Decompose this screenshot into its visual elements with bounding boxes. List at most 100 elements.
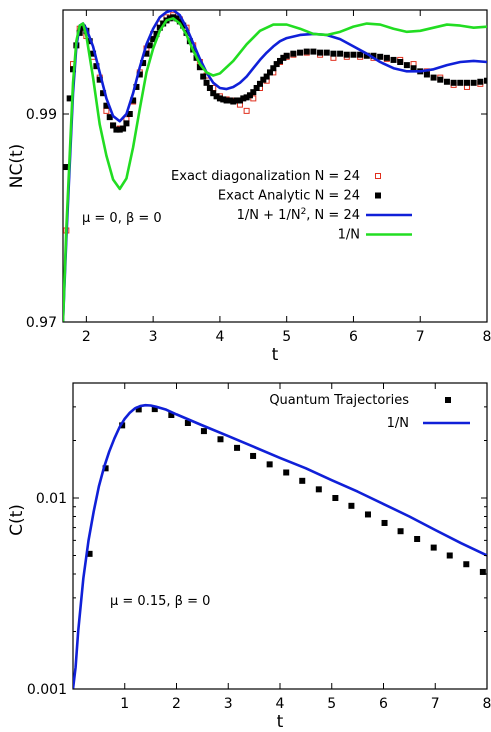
data-point-filled xyxy=(381,519,388,526)
y-tick-label: 0.99 xyxy=(26,107,57,123)
data-point-filled xyxy=(332,494,339,501)
data-point-filled xyxy=(348,502,355,509)
data-point-filled xyxy=(213,93,220,100)
top-plot-frame xyxy=(62,9,488,323)
data-point-filled xyxy=(103,102,110,109)
data-point-filled xyxy=(277,57,284,64)
data-point-filled xyxy=(290,50,297,57)
data-point-open xyxy=(103,107,110,114)
bottom-axis-ticks: 1 2 3 4 5 6 7 8 0.001 0.01 xyxy=(27,383,491,712)
data-point-filled xyxy=(236,97,243,104)
data-point-filled xyxy=(110,122,117,129)
top-y-axis-label: NC(t) xyxy=(7,144,27,189)
data-point-filled xyxy=(136,71,143,78)
top-parameter-annotation: μ = 0, β = 0 xyxy=(82,211,162,226)
data-point-filled xyxy=(200,428,207,435)
data-point-filled xyxy=(377,53,384,60)
data-point-filled xyxy=(100,90,107,97)
data-point-filled xyxy=(283,52,290,59)
data-point-filled xyxy=(184,419,191,426)
data-point-filled xyxy=(233,97,240,104)
data-point-filled xyxy=(130,97,137,104)
x-tick-label: 3 xyxy=(224,696,233,712)
top-plot-area xyxy=(63,10,487,322)
data-point-filled xyxy=(176,18,183,25)
data-point-filled xyxy=(113,126,120,133)
bottom-panel: 1 2 3 4 5 6 7 8 0.001 0.01 t C(t) μ = 0.15, β = 0… xyxy=(7,382,491,732)
data-point-filled xyxy=(350,51,357,58)
data-point-filled xyxy=(120,125,127,132)
data-point-filled xyxy=(315,486,322,493)
data-point-filled xyxy=(153,30,160,37)
data-point-filled xyxy=(323,49,330,56)
data-point-filled xyxy=(216,95,223,102)
data-point-filled xyxy=(266,461,273,468)
bottom-legend: Quantum Trajectories 1/N xyxy=(269,393,470,431)
data-point-filled xyxy=(102,465,109,472)
data-point-filled xyxy=(383,54,390,61)
top-legend: Exact diagonalization N = 24 Exact Analyt… xyxy=(171,169,412,243)
series-line xyxy=(63,10,487,322)
data-point-filled xyxy=(63,164,70,171)
data-point-filled xyxy=(310,48,317,55)
x-tick-label: 5 xyxy=(282,329,291,345)
series-line xyxy=(73,403,487,689)
data-point-filled xyxy=(200,73,207,80)
y-tick-label: 0.001 xyxy=(27,682,67,698)
data-point-filled xyxy=(343,51,350,58)
data-point-filled xyxy=(443,78,450,85)
y-tick-label: 0.97 xyxy=(26,315,57,331)
x-tick-label: 4 xyxy=(215,329,224,345)
legend-label: 1/N + 1/N2, N = 24 xyxy=(237,207,360,223)
data-point-filled xyxy=(390,56,397,63)
data-point-filled xyxy=(234,444,241,451)
data-point-filled xyxy=(240,95,247,102)
data-point-filled xyxy=(210,90,217,97)
data-point-filled xyxy=(250,89,257,96)
x-tick-label: 2 xyxy=(172,696,181,712)
data-point-filled xyxy=(299,477,306,484)
data-point-filled xyxy=(223,97,230,104)
data-point-filled xyxy=(357,51,364,58)
data-point-filled xyxy=(93,63,100,70)
x-tick-label: 5 xyxy=(327,696,336,712)
data-point-filled xyxy=(150,36,157,43)
legend-label: 1/N xyxy=(338,228,360,243)
data-point-filled xyxy=(156,24,163,31)
data-point-filled xyxy=(397,528,404,535)
legend-label: 1/N xyxy=(387,416,409,431)
data-point-filled xyxy=(253,85,260,91)
data-point-filled xyxy=(317,49,324,56)
data-point-filled xyxy=(66,95,73,102)
legend-label: Quantum Trajectories xyxy=(269,393,409,408)
data-point-filled xyxy=(126,111,133,117)
top-panel: 2 3 4 5 6 7 8 0.97 0.99 t NC(t) μ = 0, β = 0 Exa… xyxy=(7,9,491,365)
data-point-filled xyxy=(143,50,150,57)
bottom-y-axis-label: C(t) xyxy=(7,504,27,536)
data-point-filled xyxy=(226,97,233,104)
data-point-filled xyxy=(106,114,113,121)
data-point-filled xyxy=(479,568,486,575)
x-tick-label: 3 xyxy=(149,329,158,345)
data-point-filled xyxy=(135,406,142,413)
x-tick-label: 2 xyxy=(82,329,91,345)
data-point-filled xyxy=(414,535,421,542)
data-point-filled xyxy=(364,511,371,518)
x-tick-label: 6 xyxy=(379,696,388,712)
data-point-filled xyxy=(397,59,404,65)
data-point-filled xyxy=(437,76,444,83)
data-point-filled xyxy=(337,50,344,57)
x-tick-label: 6 xyxy=(349,329,358,345)
x-tick-label: 4 xyxy=(276,696,285,712)
data-point-filled xyxy=(410,65,417,72)
data-point-filled xyxy=(283,469,290,476)
data-point-filled xyxy=(297,49,304,56)
x-tick-label: 8 xyxy=(483,329,491,345)
data-point-filled xyxy=(116,126,123,133)
data-point-open xyxy=(250,95,257,102)
bottom-x-axis-label: t xyxy=(277,712,284,732)
y-tick-label: 0.01 xyxy=(36,491,67,507)
data-point-filled xyxy=(477,78,484,85)
legend-swatch-marker xyxy=(375,192,381,199)
